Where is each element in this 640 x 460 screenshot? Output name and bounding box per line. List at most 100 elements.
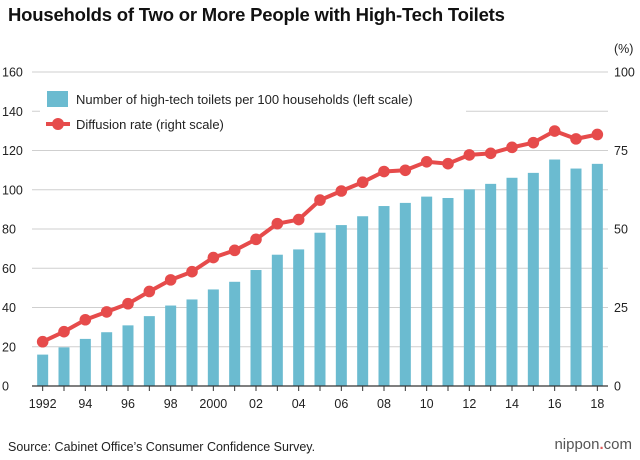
right-axis-unit: (%) <box>614 42 633 56</box>
line-point <box>79 313 92 326</box>
line-point <box>420 156 433 168</box>
line-point <box>463 149 476 161</box>
x-tick-label: 98 <box>164 397 178 411</box>
line-point <box>335 185 348 197</box>
chart-title: Households of Two or More People with Hi… <box>8 4 505 25</box>
line-point <box>228 244 241 257</box>
line-point <box>356 176 369 189</box>
left-tick-label: 100 <box>2 183 23 197</box>
bar <box>378 206 390 386</box>
line-point <box>122 297 134 310</box>
bar <box>549 159 561 386</box>
x-tick-label: 10 <box>420 397 434 411</box>
bar <box>506 177 518 386</box>
bar <box>229 281 241 386</box>
bar <box>570 168 582 386</box>
left-tick-label: 120 <box>2 144 23 158</box>
line-point <box>527 136 540 149</box>
bar <box>421 196 433 386</box>
bar <box>58 347 70 386</box>
left-tick-label: 0 <box>2 380 9 394</box>
line-point <box>143 285 156 298</box>
bar <box>79 338 91 386</box>
legend-bar-swatch <box>47 91 68 107</box>
right-tick-label: 50 <box>614 223 628 237</box>
bar <box>485 183 497 386</box>
legend-box <box>40 84 466 142</box>
line-point <box>378 165 390 178</box>
x-tick-label: 2000 <box>199 397 227 411</box>
left-tick-label: 20 <box>2 340 16 354</box>
line-point <box>314 194 326 206</box>
right-tick-label: 0 <box>614 380 621 394</box>
bar <box>442 197 454 386</box>
logo-dot: . <box>599 436 604 453</box>
line-point <box>207 251 220 264</box>
x-tick-label: 12 <box>462 397 476 411</box>
x-tick-label: 08 <box>377 397 391 411</box>
legend-line-marker <box>52 118 64 130</box>
line-point <box>570 133 582 145</box>
right-tick-label: 100 <box>614 66 635 80</box>
line-point <box>271 217 284 230</box>
bar <box>591 163 603 386</box>
line-point <box>186 265 198 278</box>
line-point <box>591 128 604 141</box>
bar <box>37 354 49 386</box>
bar <box>186 299 198 386</box>
x-tick-label: 18 <box>590 397 604 411</box>
x-tick-label: 06 <box>334 397 348 411</box>
left-tick-label: 80 <box>2 223 16 237</box>
bar <box>527 172 539 386</box>
line-point <box>442 157 454 170</box>
left-tick-label: 60 <box>2 262 16 276</box>
left-tick-label: 140 <box>2 105 23 119</box>
line-series <box>36 125 604 348</box>
bar <box>122 325 134 386</box>
line-point <box>506 141 518 154</box>
bar-series <box>37 159 603 386</box>
line-point <box>399 164 412 177</box>
x-tick-label: 16 <box>548 397 562 411</box>
legend-line-label: Diffusion rate (right scale) <box>76 117 224 132</box>
legend: Number of high-tech toilets per 100 hous… <box>40 84 466 142</box>
bar <box>165 305 177 386</box>
x-tick-label: 1992 <box>29 397 57 411</box>
line-point <box>100 306 113 318</box>
bar <box>250 270 262 386</box>
line-point <box>292 213 305 226</box>
x-tick-label: 04 <box>292 397 306 411</box>
bar <box>314 232 326 386</box>
left-tick-label: 160 <box>2 66 23 80</box>
bar <box>463 189 475 386</box>
line-point <box>58 325 70 338</box>
bar <box>357 216 369 386</box>
line-point <box>250 233 262 246</box>
legend-bar-label: Number of high-tech toilets per 100 hous… <box>76 92 413 107</box>
logo-prefix: nippon <box>554 436 600 453</box>
line-point <box>164 274 177 286</box>
x-tick-label: 96 <box>121 397 135 411</box>
x-tick-label: 02 <box>249 397 263 411</box>
nippon-logo: nippon.com <box>554 436 632 453</box>
bar <box>101 332 113 386</box>
left-tick-label: 40 <box>2 301 16 315</box>
line-point <box>484 147 497 160</box>
axes <box>32 385 608 391</box>
bar <box>207 289 219 386</box>
bar <box>293 249 305 386</box>
bar <box>399 202 411 386</box>
source-note: Source: Cabinet Office’s Consumer Confid… <box>8 440 316 454</box>
right-tick-label: 25 <box>614 301 628 315</box>
line-point <box>548 125 561 137</box>
bar <box>271 254 283 386</box>
logo-suffix: com <box>603 436 632 453</box>
bar <box>335 225 347 386</box>
line-point <box>36 335 49 348</box>
x-tick-label: 94 <box>78 397 92 411</box>
x-tick-label: 14 <box>505 397 519 411</box>
bar <box>143 316 155 386</box>
right-tick-label: 75 <box>614 144 628 158</box>
